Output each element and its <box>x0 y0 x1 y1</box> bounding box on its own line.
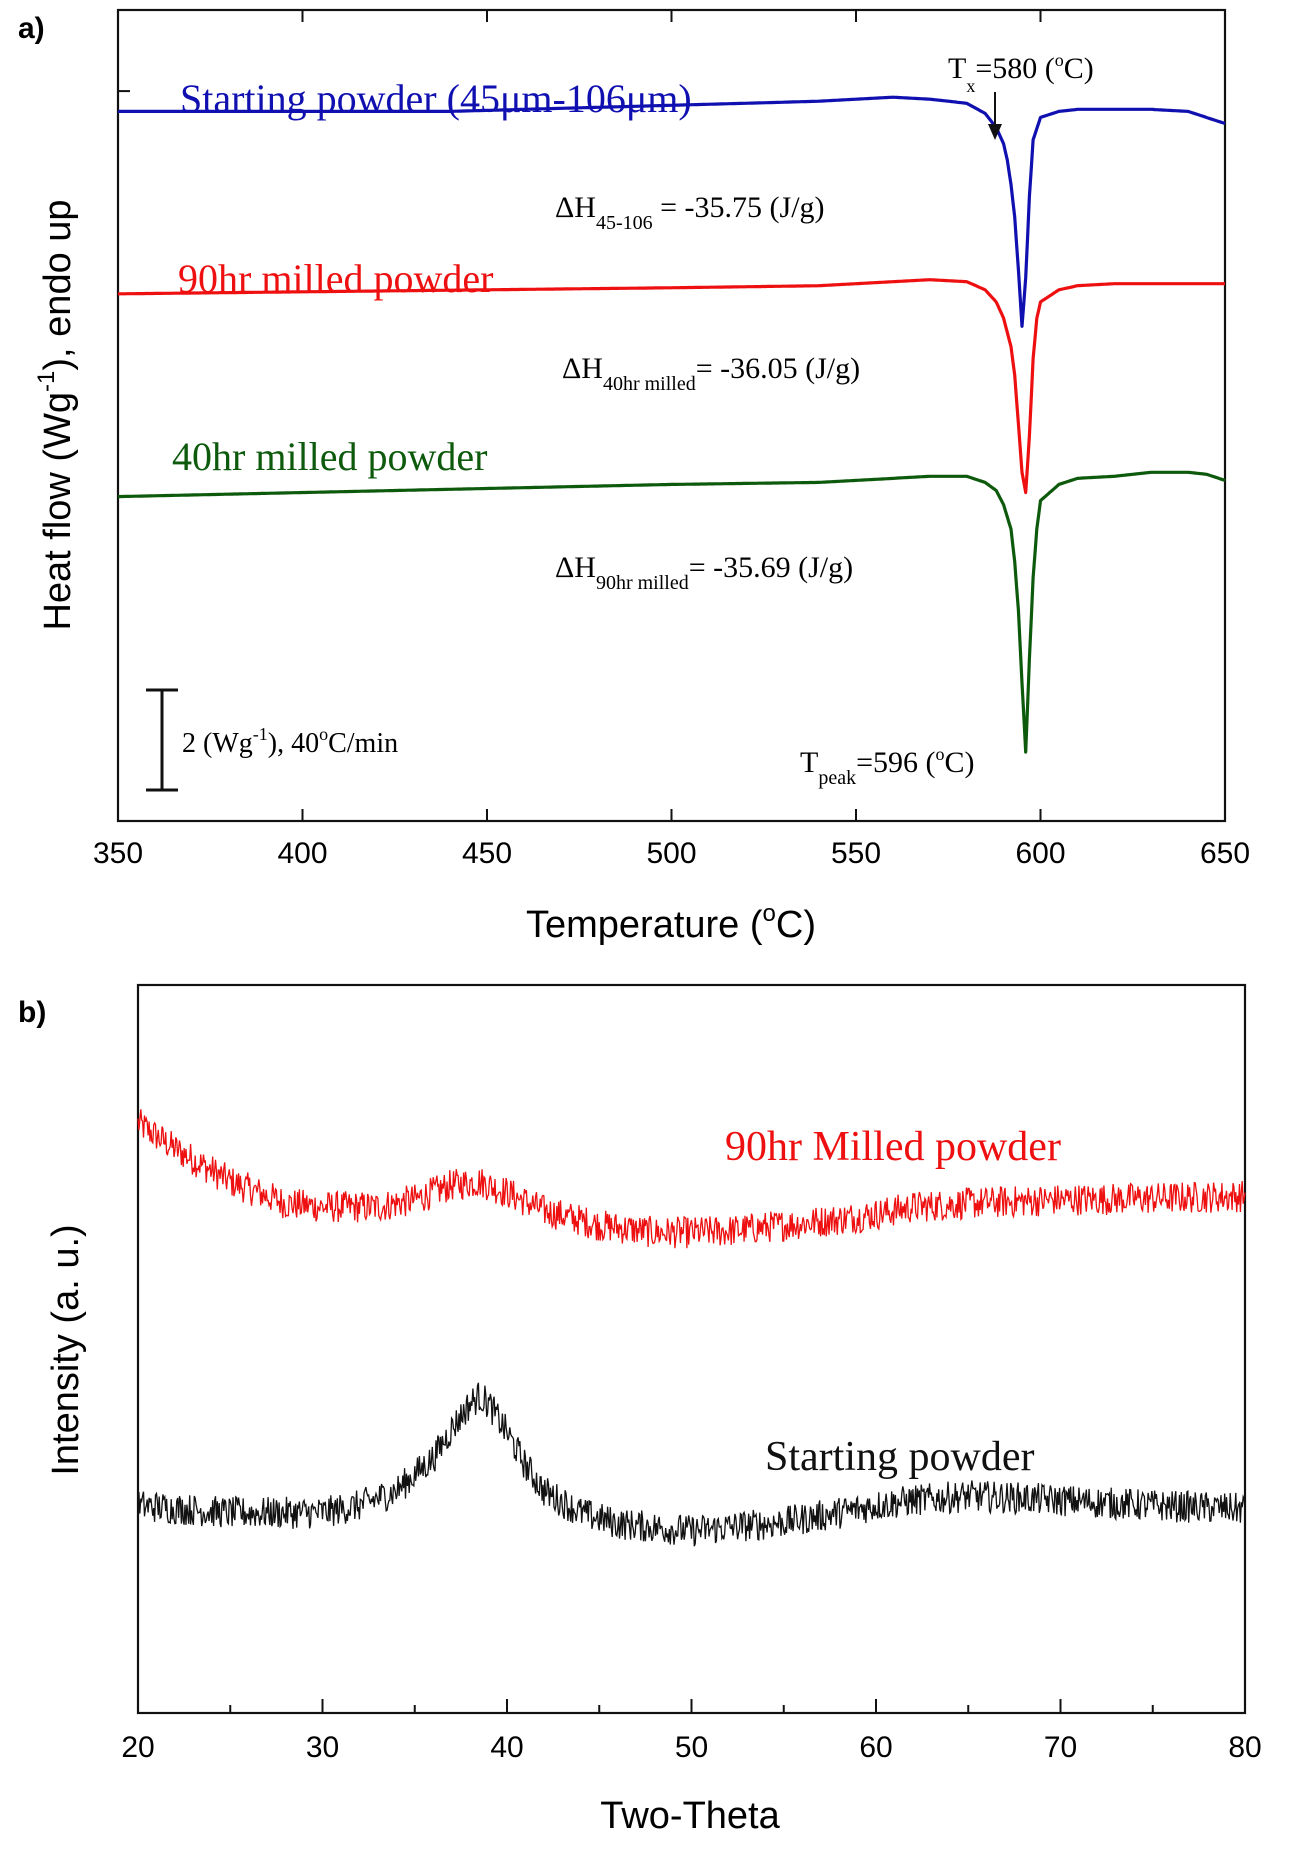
legend-starting-powder: Starting powder (45μm-106μm) <box>180 76 692 121</box>
annotation-tx: Tx=580 (oC) <box>948 50 1094 96</box>
panel-b-xrd-chart: b) 20 30 40 50 60 70 80 Two-Theta Intensity (a… <box>18 983 1262 1837</box>
annotation-tpeak: Tpeak=596 (oC) <box>800 744 975 789</box>
legend-90hr-milled: 90hr milled powder <box>178 256 494 301</box>
x-tick-label: 650 <box>1200 837 1250 870</box>
panel-a-dsc-chart: a) 350 400 450 500 550 600 650 Temperature (oC… <box>18 8 1250 946</box>
annotation-dh-45-106: ΔH45-106 = -35.75 (J/g) <box>555 191 825 234</box>
panel-a-x-ticks: 350 400 450 500 550 600 650 <box>93 10 1250 870</box>
panel-a-y-axis-title: Heat flow (Wg-1), endo up <box>33 199 79 630</box>
x-tick-label: 30 <box>306 1731 339 1764</box>
dsc-curve-2 <box>117 278 1225 495</box>
x-tick-label: 500 <box>646 837 696 870</box>
dsc-curve-3 <box>118 470 1226 754</box>
xrd-pattern-1 <box>137 1109 1246 1249</box>
x-tick-label: 40 <box>490 1731 523 1764</box>
x-tick-label: 80 <box>1228 1731 1261 1764</box>
x-tick-label: 550 <box>831 837 881 870</box>
dsc-curve-1 <box>118 95 1226 328</box>
xrd-pattern-2 <box>137 1382 1246 1547</box>
scale-bar <box>146 688 178 792</box>
x-tick-label: 400 <box>277 837 327 870</box>
label-90hr-milled-powder: 90hr Milled powder <box>725 1124 1061 1170</box>
x-tick-label: 50 <box>675 1731 708 1764</box>
tx-arrow-icon <box>988 92 1002 140</box>
x-tick-label: 60 <box>859 1731 892 1764</box>
legend-40hr-milled: 40hr milled powder <box>172 434 488 479</box>
x-tick-label: 350 <box>93 837 143 870</box>
panel-b-x-ticks: 20 30 40 50 60 70 80 <box>121 1699 1262 1764</box>
panel-a-frame <box>116 8 1227 823</box>
label-starting-powder: Starting powder <box>765 1434 1034 1480</box>
panel-b-series <box>137 1109 1246 1547</box>
annotation-dh-90hr: ΔH90hr milled= -35.69 (J/g) <box>555 551 853 594</box>
panel-a-x-axis-title: Temperature (oC) <box>526 900 816 946</box>
panel-b-label: b) <box>18 996 46 1029</box>
panel-b-x-axis-title: Two-Theta <box>600 1795 780 1837</box>
panel-b-y-axis-title: Intensity (a. u.) <box>45 1224 87 1475</box>
x-tick-label: 600 <box>1015 837 1065 870</box>
panel-a-series <box>117 95 1226 754</box>
panel-b-frame <box>136 983 1247 1715</box>
x-tick-label: 70 <box>1044 1731 1077 1764</box>
scale-bar-label: 2 (Wg-1), 40oC/min <box>182 724 398 759</box>
panel-a-label: a) <box>18 12 45 45</box>
annotation-dh-40hr: ΔH40hr milled= -36.05 (J/g) <box>562 352 860 395</box>
x-tick-label: 20 <box>121 1731 154 1764</box>
x-tick-label: 450 <box>462 837 512 870</box>
